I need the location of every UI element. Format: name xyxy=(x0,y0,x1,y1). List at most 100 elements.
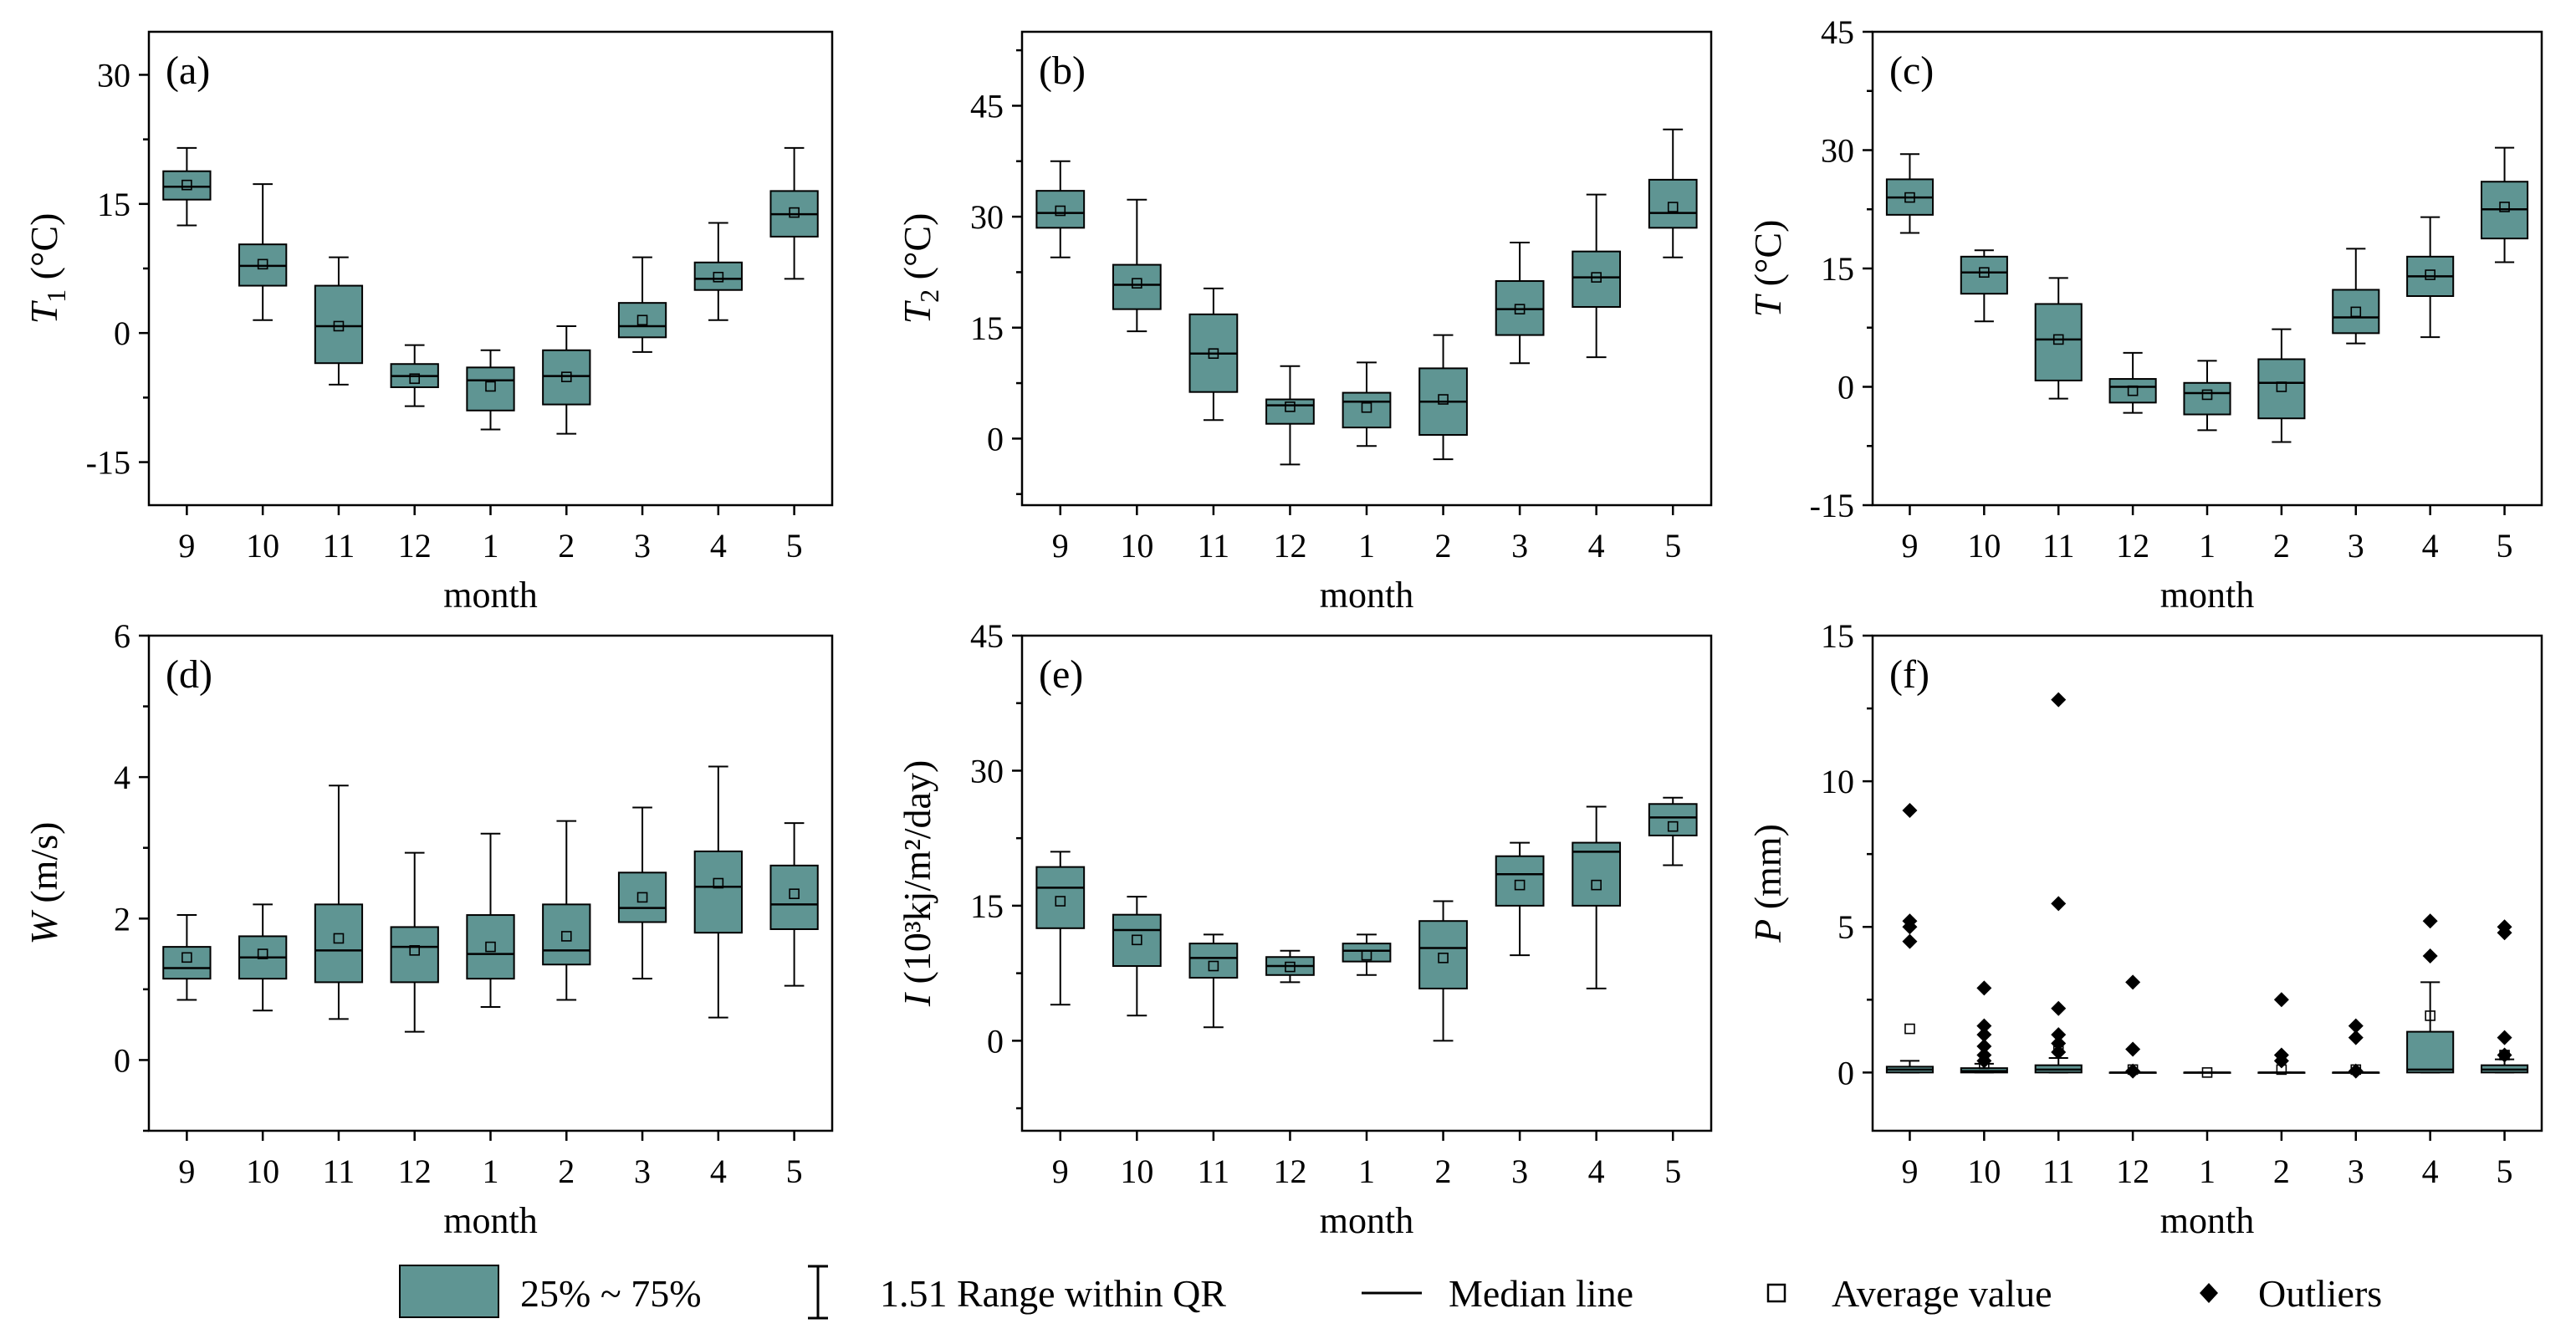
iqr-box xyxy=(542,903,591,966)
box-9 xyxy=(1035,160,1086,258)
box-2 xyxy=(1418,334,1468,461)
panel-label: (a) xyxy=(166,49,210,93)
y-axis-unit: (m/s) xyxy=(23,822,65,913)
panel-label: (c) xyxy=(1889,49,1934,93)
box-10 xyxy=(1960,980,2008,1074)
mean-marker xyxy=(2499,202,2510,212)
x-tick-label: 9 xyxy=(178,527,195,565)
outlier-point xyxy=(2051,1000,2067,1016)
x-tick-label: 1 xyxy=(2199,527,2216,565)
iqr-box xyxy=(1418,920,1468,989)
y-tick-label: 30 xyxy=(970,752,1004,790)
box-5 xyxy=(769,822,819,987)
y-axis-symbol: W xyxy=(23,909,65,944)
box-12 xyxy=(1265,949,1315,984)
box-10 xyxy=(238,903,288,1012)
x-axis-label: month xyxy=(1320,575,1413,616)
x-tick-label: 2 xyxy=(2273,1153,2290,1190)
mean-marker xyxy=(789,207,800,218)
iqr-box xyxy=(1960,255,2008,295)
mean-marker xyxy=(1208,348,1219,360)
x-tick-label: 9 xyxy=(1901,1153,1918,1190)
x-tick-label: 11 xyxy=(2042,527,2075,565)
x-tick-label: 1 xyxy=(483,527,499,565)
x-tick-label: 2 xyxy=(558,1153,575,1190)
y-axis-symbol: I xyxy=(896,991,938,1007)
mean-marker xyxy=(257,948,268,959)
x-tick-label: 2 xyxy=(558,527,575,565)
box-9 xyxy=(162,146,212,227)
box-4 xyxy=(1572,193,1622,359)
x-tick-label: 1 xyxy=(483,1153,499,1190)
outlier-point xyxy=(1976,1027,1992,1043)
outlier-point xyxy=(1902,919,1918,935)
mean-marker xyxy=(1904,192,1915,203)
box-1 xyxy=(466,832,515,1008)
y-axis-label: P (mm) xyxy=(1746,824,1789,943)
outlier-point xyxy=(2051,1027,2067,1043)
legend-median-label: Median line xyxy=(1449,1272,1633,1315)
box-11 xyxy=(1188,933,1239,1029)
outlier-point xyxy=(2051,896,2067,912)
iqr-box xyxy=(693,261,743,291)
mean-marker xyxy=(333,933,345,944)
iqr-box xyxy=(1342,391,1392,429)
y-axis-unit: (°C) xyxy=(896,213,938,289)
mean-marker xyxy=(1904,1023,1915,1035)
box-10 xyxy=(1960,249,2008,323)
iqr-box xyxy=(162,946,212,980)
legend-whisker-symbol xyxy=(808,1265,828,1320)
box-12 xyxy=(390,344,439,407)
mean-marker xyxy=(713,271,724,283)
y-tick-label: 45 xyxy=(970,617,1004,655)
outlier-point xyxy=(1902,933,1918,949)
iqr-box xyxy=(466,366,515,411)
x-tick-label: 4 xyxy=(2422,1153,2439,1190)
mean-marker xyxy=(1361,949,1372,961)
x-tick-label: 4 xyxy=(710,527,727,565)
box-1 xyxy=(1342,933,1392,976)
panel-label: (b) xyxy=(1039,49,1086,93)
box-11 xyxy=(314,785,364,1020)
box-2 xyxy=(542,325,591,435)
legend-mean-label: Average value xyxy=(1832,1272,2052,1315)
x-tick-label: 4 xyxy=(1588,1153,1605,1190)
x-tick-label: 10 xyxy=(1120,1153,1153,1190)
iqr-box xyxy=(1648,803,1698,836)
x-tick-label: 9 xyxy=(1052,1153,1069,1190)
mean-marker xyxy=(1591,272,1602,283)
outlier-point xyxy=(2051,692,2067,708)
iqr-box xyxy=(162,170,212,201)
x-axis-label: month xyxy=(443,1200,537,1241)
box-1 xyxy=(466,349,515,431)
iqr-box xyxy=(2257,358,2306,420)
box-3 xyxy=(617,806,667,980)
box-11 xyxy=(1188,287,1239,422)
mean-marker xyxy=(1438,953,1449,963)
mean-marker xyxy=(2127,385,2139,396)
x-tick-label: 9 xyxy=(178,1153,195,1190)
box-2 xyxy=(2257,992,2306,1076)
iqr-box xyxy=(2406,1030,2455,1074)
y-tick-label: 2 xyxy=(114,900,130,938)
box-9 xyxy=(1035,851,1086,1006)
x-tick-label: 12 xyxy=(1273,1153,1306,1190)
y-tick-label: 15 xyxy=(970,887,1004,925)
legend-box-label: 25% ~ 75% xyxy=(520,1272,702,1315)
mean-marker xyxy=(636,314,648,326)
x-tick-label: 10 xyxy=(246,1153,279,1190)
legend-box-swatch xyxy=(399,1265,499,1318)
y-tick-label: 4 xyxy=(114,759,130,796)
box-2 xyxy=(1418,900,1468,1042)
y-tick-label: 0 xyxy=(1837,1054,1854,1091)
outlier-point xyxy=(2497,1030,2512,1045)
iqr-box xyxy=(769,864,819,930)
mean-marker xyxy=(1285,961,1296,973)
iqr-box xyxy=(2034,303,2083,381)
panel-label: (d) xyxy=(166,652,212,697)
box-3 xyxy=(2332,1018,2380,1079)
mean-marker xyxy=(181,179,192,191)
x-tick-label: 4 xyxy=(1588,527,1605,565)
